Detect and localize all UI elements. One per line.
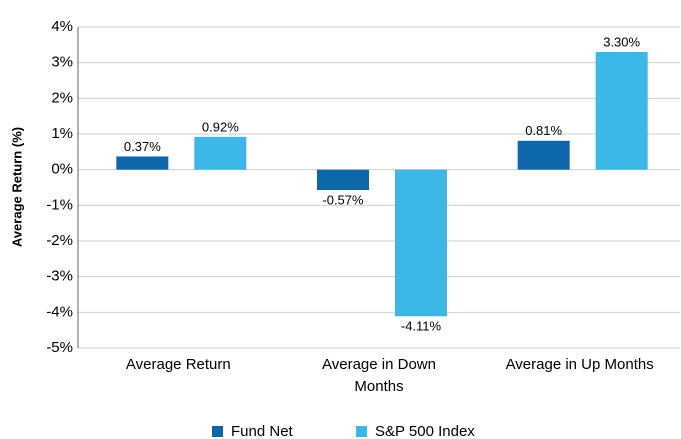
x-tick-label: Average in Down Months: [322, 356, 436, 395]
x-tick-label: Average in Up Months: [505, 356, 654, 373]
legend-swatch: [356, 426, 367, 437]
y-tick-label: 0%: [51, 161, 73, 178]
bar: [194, 136, 247, 170]
data-label: -0.57%: [322, 192, 364, 207]
y-tick-label: 3%: [51, 54, 73, 71]
y-tick-label: -5%: [46, 339, 73, 356]
data-label: 0.81%: [525, 123, 562, 138]
data-label: -4.11%: [401, 319, 442, 334]
legend-label: Fund Net: [231, 423, 294, 439]
y-tick-label: -2%: [46, 232, 73, 249]
y-tick-label: 1%: [51, 125, 73, 142]
bar: [595, 51, 648, 170]
y-axis-label: Average Return (%): [9, 127, 24, 247]
data-label: 0.92%: [202, 119, 239, 134]
y-tick-label: -3%: [46, 268, 73, 285]
y-tick-label: 4%: [51, 18, 73, 35]
legend-swatch: [212, 426, 223, 437]
legend-label: S&P 500 Index: [375, 423, 475, 439]
bar: [116, 156, 169, 170]
y-tick-label: -4%: [46, 303, 73, 320]
bar: [395, 169, 447, 317]
bar: [317, 169, 369, 190]
data-label: 3.30%: [603, 34, 640, 49]
y-tick-label: -1%: [46, 196, 73, 213]
x-tick-label: Average Return: [125, 356, 231, 373]
data-label: 0.37%: [124, 139, 161, 154]
y-tick-label: 2%: [51, 89, 73, 106]
bar: [517, 140, 570, 170]
